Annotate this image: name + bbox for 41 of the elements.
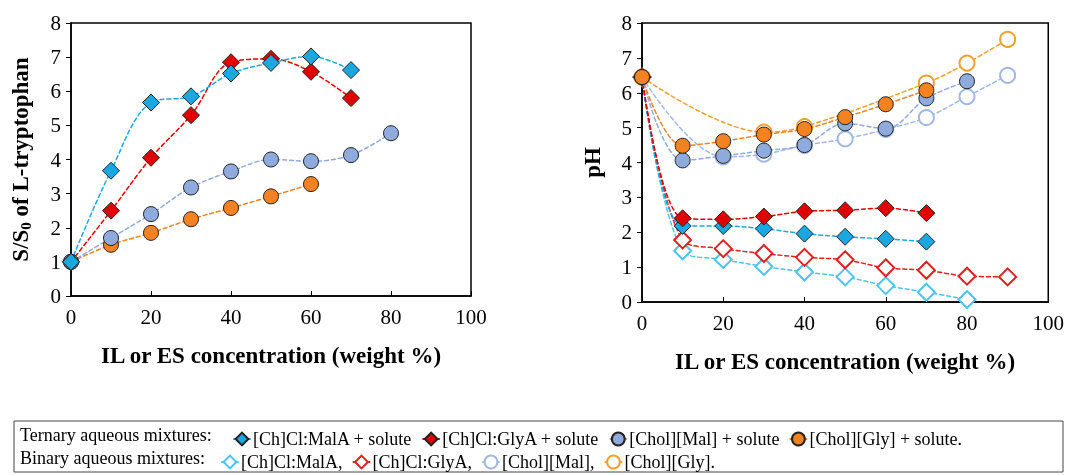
x-tick-label: 60 <box>300 304 322 329</box>
y-tick-label: 7 <box>50 45 61 70</box>
y-tick-label: 1 <box>50 249 61 274</box>
y-axis-title: pH <box>580 147 605 178</box>
y-tick-label: 2 <box>50 215 61 240</box>
x-tick-label: 40 <box>220 304 242 329</box>
y-tick-label: 3 <box>50 181 61 206</box>
x-tick-label: 60 <box>875 310 897 335</box>
legend-label: [Ch]Cl:GlyA + solute <box>442 429 599 449</box>
y-tick-label: 1 <box>621 255 632 280</box>
y-tick-label: 5 <box>50 113 61 138</box>
y-tick-label: 4 <box>621 150 633 175</box>
y-tick-label: 6 <box>50 79 61 104</box>
x-tick-label: 80 <box>380 304 402 329</box>
x-tick-label: 80 <box>956 310 978 335</box>
x-axis-title: IL or ES concentration (weight %) <box>100 343 442 368</box>
y-tick-label: 4 <box>50 147 62 172</box>
x-tick-label: 20 <box>712 310 734 335</box>
text: Ternary aqueous mixtures: <box>20 425 212 445</box>
y-tick-label: 2 <box>621 220 632 245</box>
legend-label: [Chol][Gly] + solute. <box>809 429 963 449</box>
text: Binary aqueous mixtures: <box>20 448 205 468</box>
y-tick-label: 5 <box>621 115 632 140</box>
x-tick-label: 40 <box>794 310 815 335</box>
y-tick-label: 8 <box>621 11 632 35</box>
y-tick-label: 6 <box>621 80 632 105</box>
y-tick-label: 0 <box>50 284 61 308</box>
legend-label: [Chol][Mal] + solute <box>629 429 780 449</box>
x-tick-label: 100 <box>455 304 487 329</box>
y-tick-label: 3 <box>621 185 632 210</box>
legend-label: [Chol][Gly]. <box>624 452 715 472</box>
legend-label: [Chol][Mal], <box>502 452 595 472</box>
x-tick-label: 20 <box>140 304 162 329</box>
legend-label: [Ch]Cl:MalA + solute <box>253 429 412 449</box>
legend-label: [Ch]Cl:MalA, <box>241 452 343 472</box>
y-tick-label: 8 <box>50 11 61 35</box>
x-axis-title: IL or ES concentration (weight %) <box>675 349 1016 374</box>
y-axis-title: S/S0 of L-tryptophan <box>8 57 34 262</box>
y-tick-label: 7 <box>621 45 632 70</box>
x-tick-label: 100 <box>1032 310 1064 335</box>
legend-label: [Ch]Cl:GlyA, <box>372 452 473 472</box>
